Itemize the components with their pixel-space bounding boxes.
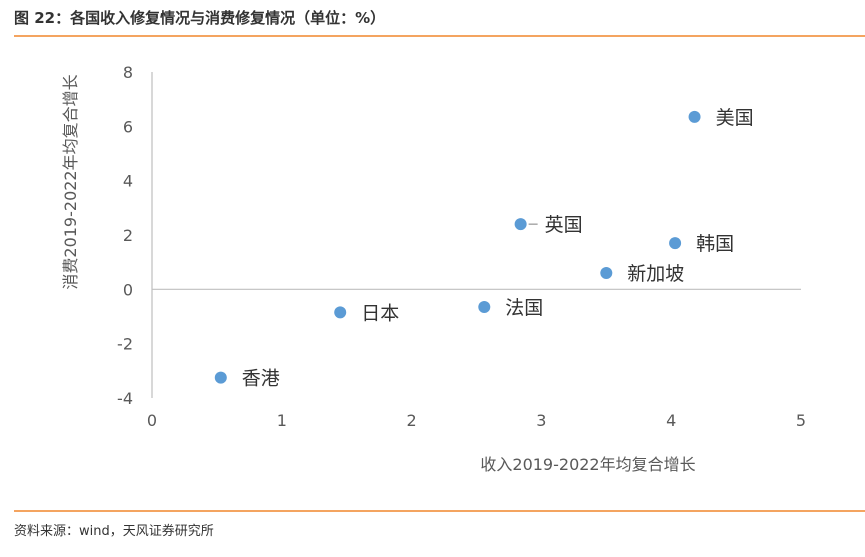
top-divider [14, 35, 865, 37]
tick-labels: 0 1 2 3 4 5 -4 -2 0 2 4 6 8 [117, 63, 806, 430]
point-label: 韩国 [696, 233, 734, 255]
x-tick-label: 5 [796, 411, 806, 430]
point-label: 美国 [716, 107, 754, 129]
data-point [514, 218, 527, 231]
data-point [600, 267, 613, 280]
y-tick-label: 2 [123, 226, 133, 245]
axes [151, 72, 801, 398]
data-point [478, 300, 491, 313]
data-point [214, 371, 227, 384]
point-label: 日本 [361, 302, 399, 324]
point-label: 法国 [505, 297, 543, 319]
x-tick-label: 0 [147, 411, 157, 430]
point-label: 新加坡 [627, 263, 684, 285]
chart-title: 图 22：各国收入修复情况与消费修复情况（单位：%） [14, 9, 386, 27]
x-tick-label: 1 [277, 411, 287, 430]
source-note: 资料来源：wind，天风证券研究所 [14, 524, 214, 539]
bottom-divider [14, 510, 865, 512]
y-tick-label: 6 [123, 117, 133, 136]
x-tick-label: 3 [536, 411, 546, 430]
data-point [688, 110, 701, 123]
data-point [669, 237, 682, 250]
y-tick-label: 4 [123, 172, 133, 191]
x-tick-label: 2 [407, 411, 417, 430]
y-tick-label: 8 [123, 63, 133, 82]
y-tick-label: 0 [123, 280, 133, 299]
y-axis-label: 消费2019-2022年均复合增长 [61, 74, 80, 289]
data-point [334, 306, 347, 319]
y-tick-label: -2 [117, 335, 133, 354]
point-label: 英国 [545, 214, 583, 236]
x-axis-label: 收入2019-2022年均复合增长 [480, 455, 695, 474]
point-label: 香港 [242, 368, 280, 390]
x-tick-label: 4 [666, 411, 676, 430]
y-tick-label: -4 [117, 389, 133, 408]
